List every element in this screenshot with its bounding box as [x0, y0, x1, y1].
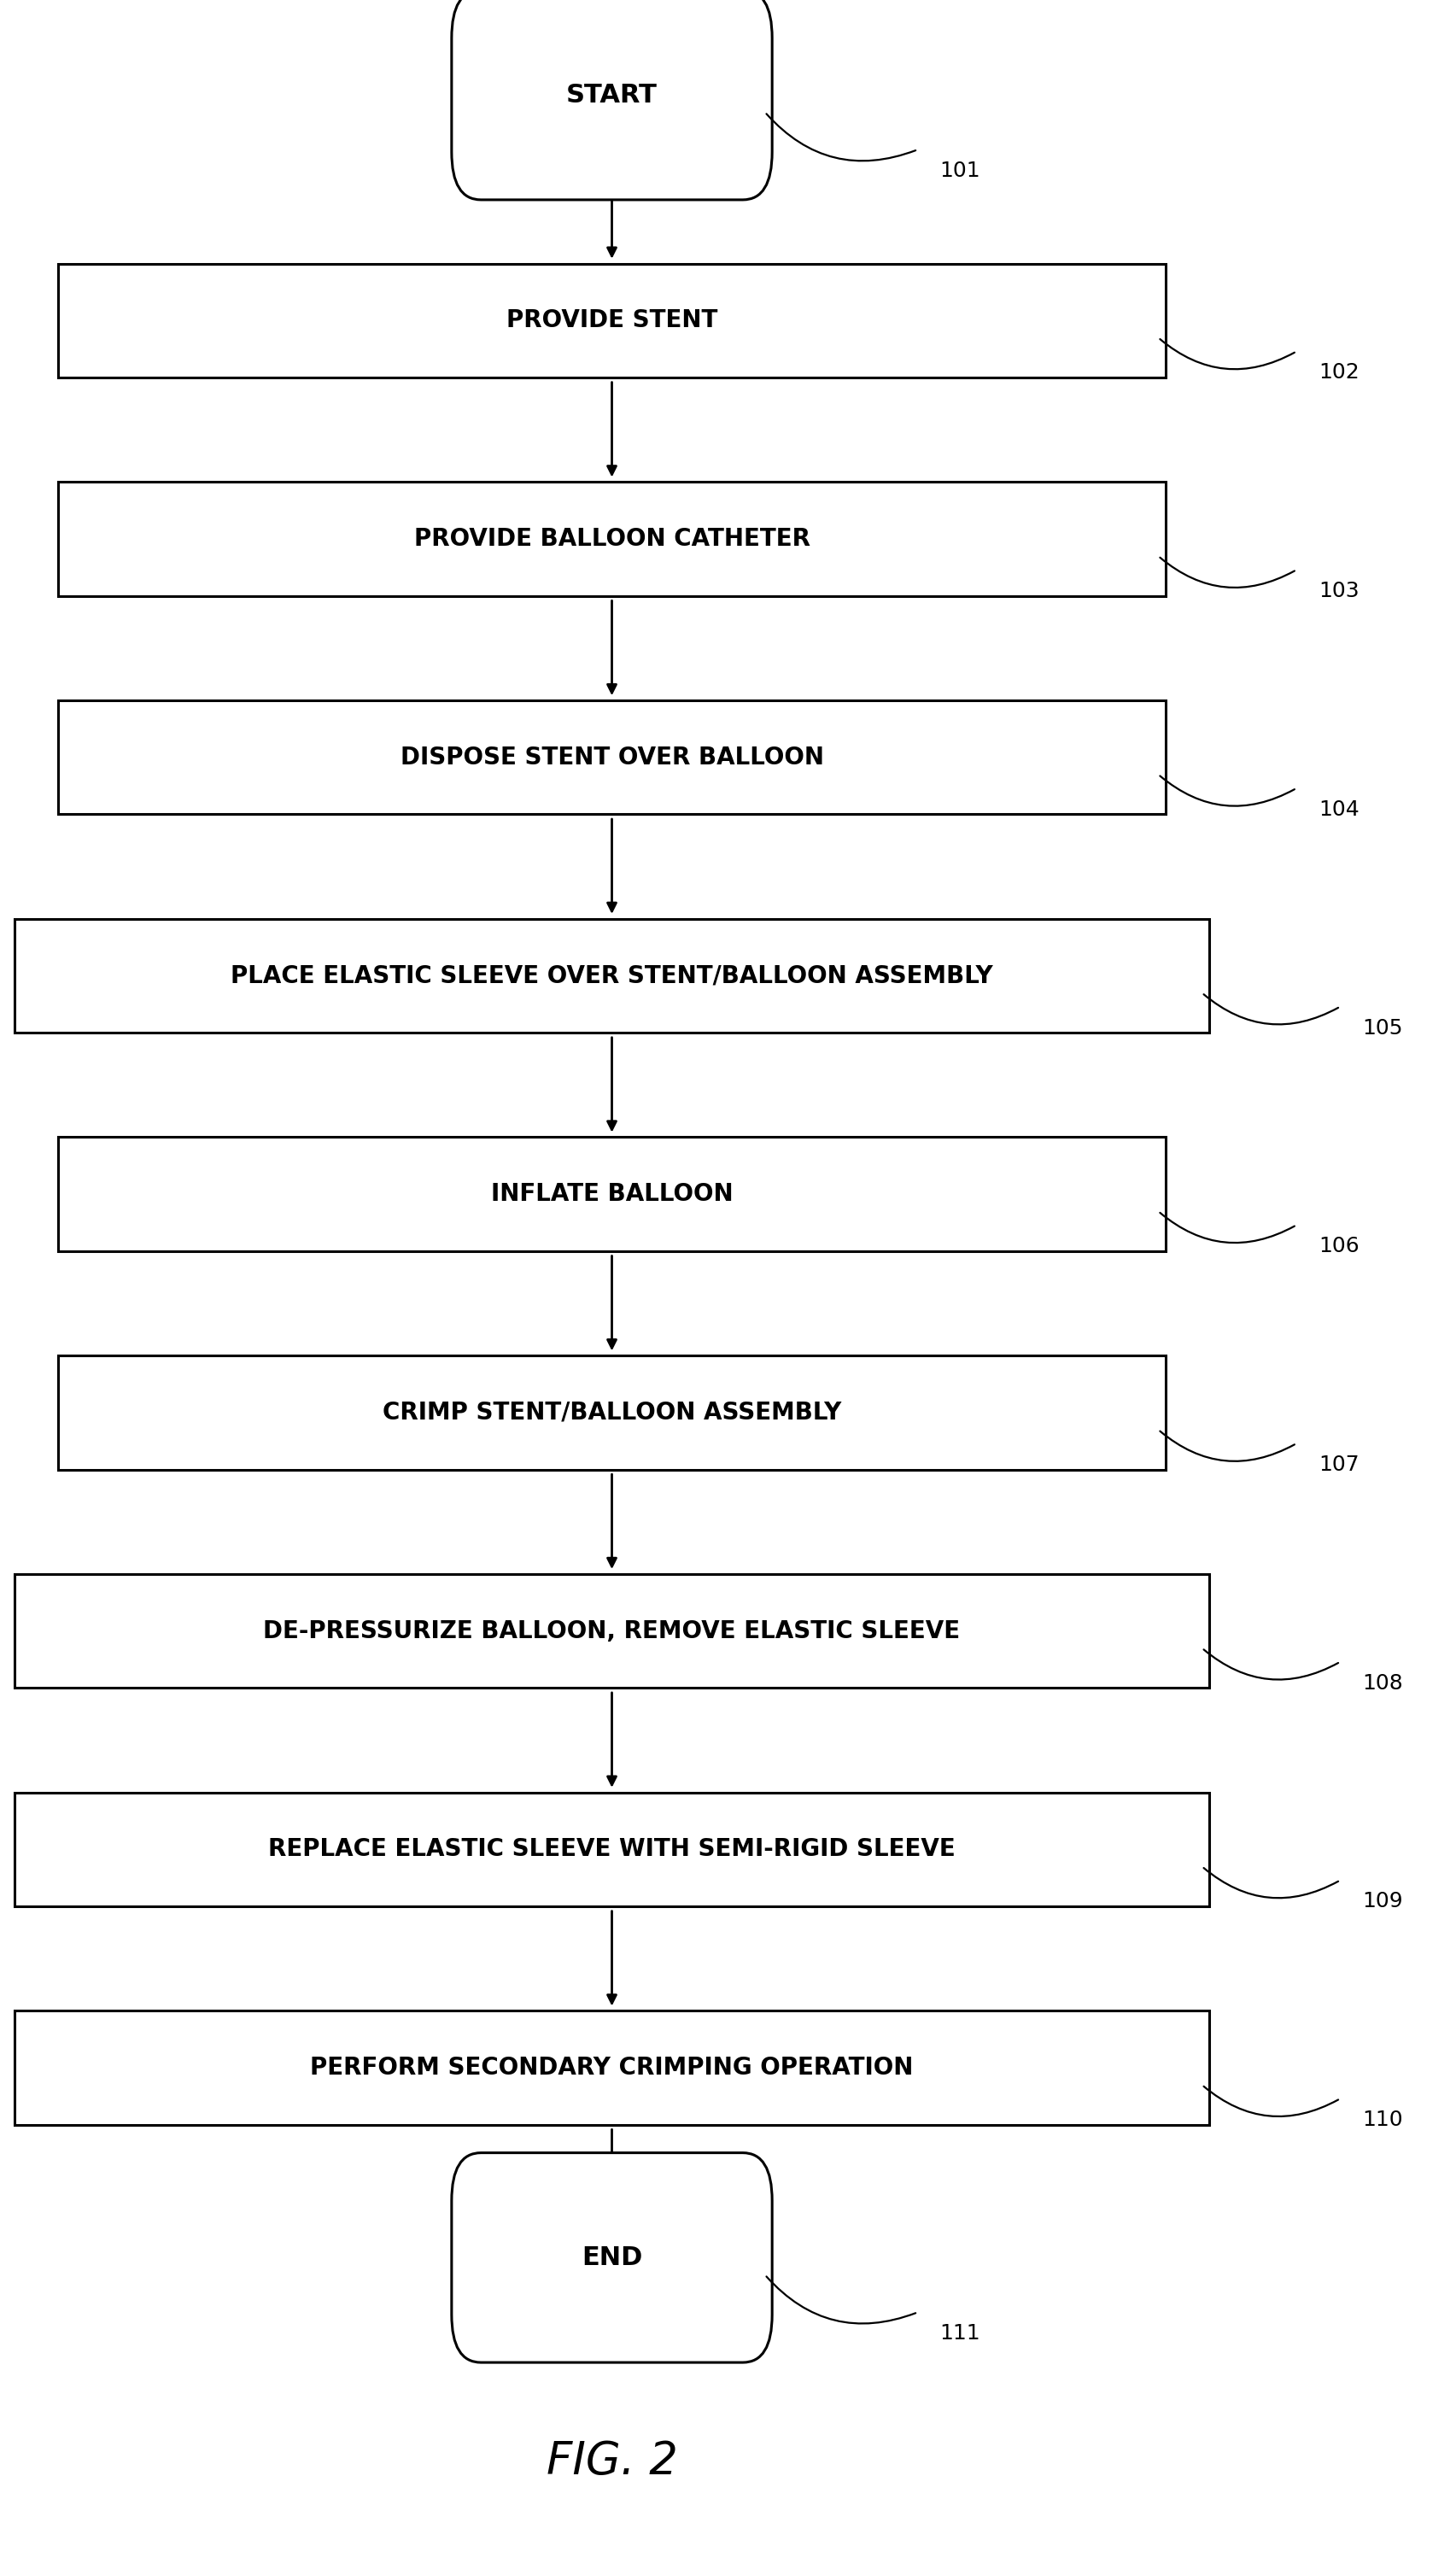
- Text: DISPOSE STENT OVER BALLOON: DISPOSE STENT OVER BALLOON: [400, 745, 823, 768]
- Text: 102: 102: [1318, 362, 1358, 383]
- Text: 110: 110: [1361, 2111, 1402, 2131]
- Bar: [58, 482, 1165, 595]
- Text: 109: 109: [1361, 1891, 1402, 1911]
- Text: 111: 111: [939, 2322, 980, 2343]
- Text: REPLACE ELASTIC SLEEVE WITH SEMI-RIGID SLEEVE: REPLACE ELASTIC SLEEVE WITH SEMI-RIGID S…: [268, 1837, 955, 1860]
- Bar: [15, 1575, 1208, 1687]
- Text: 107: 107: [1318, 1455, 1358, 1475]
- Text: 104: 104: [1318, 799, 1358, 819]
- Text: DE-PRESSURIZE BALLOON, REMOVE ELASTIC SLEEVE: DE-PRESSURIZE BALLOON, REMOVE ELASTIC SL…: [264, 1618, 960, 1643]
- Bar: [58, 263, 1165, 378]
- FancyBboxPatch shape: [451, 0, 772, 199]
- Text: PROVIDE STENT: PROVIDE STENT: [505, 309, 718, 332]
- Text: INFLATE BALLOON: INFLATE BALLOON: [491, 1182, 732, 1207]
- Text: FIG. 2: FIG. 2: [546, 2440, 677, 2483]
- FancyBboxPatch shape: [451, 2154, 772, 2363]
- Text: 101: 101: [939, 161, 980, 181]
- Bar: [58, 1138, 1165, 1250]
- Text: CRIMP STENT/BALLOON ASSEMBLY: CRIMP STENT/BALLOON ASSEMBLY: [383, 1401, 840, 1424]
- Text: END: END: [581, 2246, 642, 2271]
- Text: PROVIDE BALLOON CATHETER: PROVIDE BALLOON CATHETER: [414, 526, 810, 551]
- Text: PLACE ELASTIC SLEEVE OVER STENT/BALLOON ASSEMBLY: PLACE ELASTIC SLEEVE OVER STENT/BALLOON …: [230, 965, 993, 988]
- Text: 103: 103: [1318, 582, 1358, 602]
- Bar: [15, 919, 1208, 1034]
- Text: START: START: [566, 82, 657, 107]
- Bar: [15, 2011, 1208, 2126]
- Bar: [58, 1355, 1165, 1470]
- Text: 106: 106: [1318, 1235, 1358, 1256]
- Text: 105: 105: [1361, 1018, 1402, 1039]
- Text: 108: 108: [1361, 1674, 1402, 1695]
- Bar: [15, 1792, 1208, 1906]
- Text: PERFORM SECONDARY CRIMPING OPERATION: PERFORM SECONDARY CRIMPING OPERATION: [310, 2057, 913, 2080]
- Bar: [58, 699, 1165, 814]
